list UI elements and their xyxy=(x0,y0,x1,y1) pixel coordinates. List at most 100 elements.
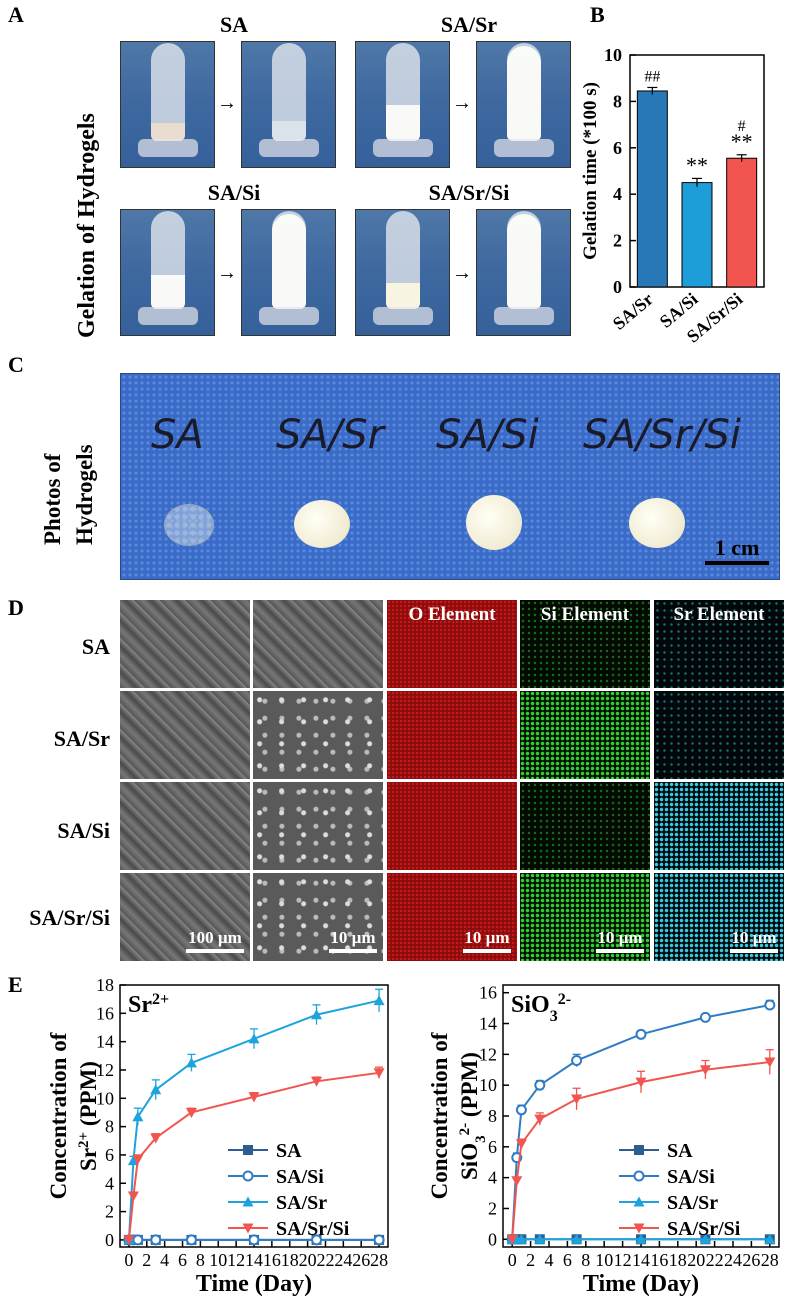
chart-title: SiO32- xyxy=(511,991,571,1025)
tube-title-sa: SA xyxy=(219,12,249,37)
tile-sa-sr-sem-high xyxy=(253,691,383,779)
chart-title-part: 3 xyxy=(550,1008,558,1025)
data-point xyxy=(571,1055,583,1067)
x-tick-label: 24 xyxy=(724,1250,742,1270)
photo-scale-bar: 1 cm xyxy=(705,535,769,565)
row-label-sa-sr-si: SA/Sr/Si xyxy=(29,905,110,930)
x-tick-label: 28 xyxy=(761,1250,779,1270)
y-axis-label-line2: Sr2+ (PPM) xyxy=(76,1061,101,1171)
x-tick-label: 24 xyxy=(334,1250,352,1270)
y-tick-label: 12 xyxy=(96,1060,114,1080)
data-point xyxy=(248,1092,260,1103)
data-point xyxy=(515,1104,527,1116)
data-point xyxy=(515,1233,527,1244)
data-point xyxy=(132,1154,144,1165)
hydrogel-sa-si xyxy=(466,495,522,550)
y-tick-label: 16 xyxy=(96,1003,114,1023)
data-point xyxy=(635,1028,647,1040)
panel-c-side-label-2: Hydrogels xyxy=(72,444,97,545)
x-tick-label: 4 xyxy=(545,1250,554,1270)
data-point xyxy=(699,1011,711,1023)
tile-sa-sem-high xyxy=(253,600,383,688)
panel-label-c: C xyxy=(8,352,24,377)
x-tick-label: 28 xyxy=(370,1250,388,1270)
x-tick-label: 16 xyxy=(263,1250,281,1270)
bar-sa-sr xyxy=(636,90,668,288)
y-tick-label: 2 xyxy=(613,231,622,251)
series-line-sa-sr xyxy=(127,999,380,1240)
tile-sa-sem-low xyxy=(120,600,250,688)
tube-photo-sa-si-before xyxy=(120,209,215,336)
data-point xyxy=(373,1068,385,1079)
tile-sa-si-sr-map xyxy=(654,782,784,870)
tile-sa-sr-si-sem-low: 100 µm xyxy=(120,873,250,961)
tile-sa-si-sem-high xyxy=(253,782,383,870)
legend-marker xyxy=(243,1145,253,1155)
y-tick-label: 8 xyxy=(105,1117,114,1137)
hydrogel-label-sa-sr: SA/Sr xyxy=(276,412,385,458)
scale-bar-label: 100 µm xyxy=(188,928,242,947)
y-tick-label: 0 xyxy=(488,1229,497,1249)
series-line-sa-si xyxy=(511,1004,770,1240)
legend-marker xyxy=(242,1170,254,1182)
hydrogel-label-sa: SA xyxy=(151,412,204,458)
chart-title-part: Sr xyxy=(128,992,152,1018)
data-point xyxy=(132,1234,144,1246)
arrow-icon: → xyxy=(217,92,237,114)
scale-bar: 10 µm xyxy=(730,928,778,953)
significance-mark: # xyxy=(738,118,746,135)
legend-marker xyxy=(242,1196,254,1207)
data-point xyxy=(571,1233,583,1244)
legend-label: SA/Sr xyxy=(276,1192,327,1214)
legend-marker xyxy=(633,1196,645,1207)
y-axis-label-part: 2- xyxy=(457,1123,473,1136)
x-tick-label: 10 xyxy=(209,1250,227,1270)
x-tick-label: 22 xyxy=(316,1250,334,1270)
tile-sa-si-o-map xyxy=(387,782,517,870)
y-tick-label: 6 xyxy=(105,1145,114,1165)
data-point xyxy=(534,1114,546,1125)
y-axis-label-part: (PPM) xyxy=(76,1061,101,1132)
tile-column-title: Sr Element xyxy=(673,604,765,625)
chart-title-part: 2- xyxy=(558,991,571,1008)
y-axis-label: Gelation time (*100 s) xyxy=(580,82,601,260)
data-point xyxy=(311,1076,323,1087)
gelation-time-bar-chart: 0246810##SA/Sr**SA/Si#**SA/Sr/SiGelation… xyxy=(580,45,765,347)
scale-bar-label: 10 µm xyxy=(597,928,643,947)
panel-label-d: D xyxy=(8,595,24,620)
y-tick-label: 2 xyxy=(488,1198,497,1218)
data-point xyxy=(185,1234,197,1246)
x-tick-label: 16 xyxy=(650,1250,668,1270)
arrow-icon: → xyxy=(452,262,472,284)
y-axis-label-part: SiO xyxy=(457,1143,482,1180)
tube-photo-sa-before xyxy=(120,41,215,168)
plot-frame xyxy=(119,984,389,1248)
y-axis-label-line1: Concentration of xyxy=(427,1032,452,1199)
data-point xyxy=(248,1033,260,1044)
hydrogel-label-sa-sr-si: SA/Sr/Si xyxy=(583,412,742,458)
legend-label: SA/Si xyxy=(667,1166,715,1188)
x-tick-label: 26 xyxy=(742,1250,760,1270)
tile-sa-si-map: Si Element xyxy=(520,600,650,688)
y-tick-label: 10 xyxy=(479,1075,497,1095)
panel-c-side-label-1: Photos of xyxy=(40,453,65,545)
data-point xyxy=(132,1111,144,1122)
scale-bar-label: 10 µm xyxy=(330,928,376,947)
scale-bar-label: 10 µm xyxy=(731,928,777,947)
x-tick-label: 4 xyxy=(160,1250,169,1270)
y-axis-label-part: 2+ xyxy=(76,1132,92,1148)
row-label-sa-si: SA/Si xyxy=(57,818,110,843)
series-line-sa-sr-si xyxy=(511,1061,770,1240)
photo-scale-label: 1 cm xyxy=(714,535,760,560)
y-tick-label: 10 xyxy=(604,45,622,65)
row-label-sa: SA xyxy=(81,634,110,659)
tile-sa-sr-map: Sr Element xyxy=(654,600,784,688)
data-point xyxy=(150,1234,162,1246)
data-point xyxy=(311,1234,323,1246)
legend-label: SA/Sr/Si xyxy=(276,1218,350,1240)
legend-marker xyxy=(242,1223,254,1234)
y-axis-label-part: Sr xyxy=(76,1148,101,1171)
scale-bar: 10 µm xyxy=(596,928,644,953)
legend-label: SA xyxy=(276,1140,302,1162)
